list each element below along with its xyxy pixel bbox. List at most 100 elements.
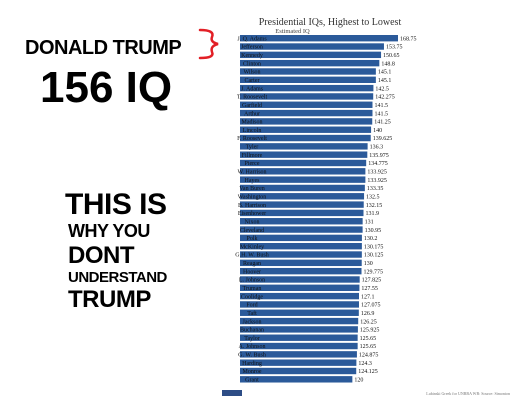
bar-7 xyxy=(240,93,374,100)
bar-31 xyxy=(240,292,359,300)
value-label-36: 125.65 xyxy=(360,336,377,342)
value-label-6: 142.5 xyxy=(375,86,389,92)
category-label-18: Van Buren xyxy=(239,186,265,192)
source-note: Lubinski Greek for UNRBA WB: Source: Sim… xyxy=(426,391,510,396)
category-label-25: McKinley xyxy=(240,244,264,250)
bar-24 xyxy=(240,234,362,242)
bar-21 xyxy=(240,209,364,217)
bar-1 xyxy=(240,43,384,50)
red-bracket-annotation xyxy=(198,28,219,60)
category-label-23: Cleveland xyxy=(240,228,264,234)
category-label-29: L. Johnson xyxy=(239,278,265,284)
value-label-21: 131.9 xyxy=(366,211,380,217)
value-label-38: 124.875 xyxy=(359,353,379,359)
value-label-34: 126.25 xyxy=(360,319,377,325)
category-label-34: Jackson xyxy=(243,319,262,325)
claim-iq-text: 156 IQ xyxy=(40,63,173,112)
category-label-20: B. Harrison xyxy=(238,203,266,209)
value-label-23: 130.95 xyxy=(365,228,382,234)
category-label-31: Coolidge xyxy=(241,294,263,300)
category-label-26: G.H. W. Bush xyxy=(235,253,269,259)
category-label-21: Eisenhower xyxy=(238,211,266,217)
category-label-39: Harding xyxy=(242,361,262,367)
category-label-8: Garfield xyxy=(242,102,262,109)
category-label-0: J. Q. Adams xyxy=(237,36,267,42)
category-label-33: Taft xyxy=(247,310,257,317)
bar-4 xyxy=(240,68,376,75)
value-label-35: 125.925 xyxy=(360,328,380,334)
value-label-4: 145.1 xyxy=(378,70,392,76)
category-label-4: Wilson xyxy=(243,70,260,76)
bar-15 xyxy=(240,159,367,167)
category-label-24: Polk xyxy=(246,236,257,242)
value-label-3: 148.8 xyxy=(381,61,395,67)
bar-41 xyxy=(240,376,353,383)
value-label-30: 127.55 xyxy=(361,286,378,292)
value-label-17: 133.925 xyxy=(367,178,387,184)
bar-20 xyxy=(240,201,364,208)
message-line-1: THIS IS xyxy=(65,188,167,221)
value-label-40: 124.125 xyxy=(358,369,378,375)
value-label-10: 141.25 xyxy=(374,120,391,126)
category-label-10: Madison xyxy=(242,120,263,126)
value-label-37: 125.65 xyxy=(360,344,377,350)
value-label-28: 129.775 xyxy=(364,269,384,275)
value-label-41: 120 xyxy=(354,378,363,384)
value-label-16: 133.925 xyxy=(367,170,387,176)
bar-23 xyxy=(240,226,363,233)
value-label-25: 130.175 xyxy=(364,244,384,250)
category-label-37: A. Johnson xyxy=(238,344,265,350)
message-line-2: WHY YOU xyxy=(68,221,150,241)
bar-28 xyxy=(240,267,362,275)
bar-10 xyxy=(240,118,373,125)
bar-5 xyxy=(240,76,376,83)
bar-11 xyxy=(240,126,372,133)
bar-40 xyxy=(240,367,357,375)
claim-name-text: DONALD TRUMP xyxy=(25,37,182,59)
bar-35 xyxy=(240,326,358,333)
value-label-15: 134.775 xyxy=(368,161,388,167)
bar-13 xyxy=(240,143,368,150)
value-label-19: 132.5 xyxy=(366,194,380,200)
category-label-32: Ford xyxy=(246,303,257,309)
category-label-28: Hoover xyxy=(243,269,261,275)
chart-subtitle: Estimated IQ xyxy=(275,28,310,35)
value-label-32: 127.075 xyxy=(361,303,381,309)
category-label-7: T. Roosevelt xyxy=(237,95,268,101)
bar-12 xyxy=(240,134,371,142)
category-label-27: Reagan xyxy=(243,261,261,267)
bar-9 xyxy=(240,109,373,117)
bar-14 xyxy=(240,151,368,158)
category-label-40: Monroe xyxy=(243,369,262,375)
message-line-4: UNDERSTAND xyxy=(68,269,167,286)
bar-19 xyxy=(240,193,365,200)
bar-0 xyxy=(240,35,398,42)
category-label-35: Buchanan xyxy=(240,328,264,334)
category-label-41: Grant xyxy=(245,378,259,384)
value-label-2: 150.65 xyxy=(383,53,400,59)
category-label-1: Jefferson xyxy=(241,44,263,51)
value-label-14: 135.975 xyxy=(369,153,389,159)
category-label-19: Washington xyxy=(238,194,267,200)
value-label-18: 133.35 xyxy=(367,186,384,192)
bar-18 xyxy=(240,184,365,192)
bar-30 xyxy=(240,284,360,291)
bar-26 xyxy=(240,251,362,258)
bar-3 xyxy=(240,59,380,67)
bar-2 xyxy=(240,51,382,59)
category-label-3: Clinton xyxy=(243,61,261,67)
value-label-0: 168.75 xyxy=(400,36,417,42)
value-label-22: 131 xyxy=(365,219,374,225)
value-label-29: 127.825 xyxy=(362,278,382,284)
bar-38 xyxy=(240,351,357,358)
value-label-39: 124.3 xyxy=(358,361,372,367)
bar-8 xyxy=(240,101,373,108)
bar-25 xyxy=(240,243,362,250)
category-label-2: Kennedy xyxy=(241,53,263,59)
category-label-6: J. Adams xyxy=(241,86,264,92)
bar-29 xyxy=(240,276,360,283)
message-line-3: DONT xyxy=(68,242,135,269)
category-label-14: Fillmore xyxy=(242,153,263,159)
bar-17 xyxy=(240,176,366,183)
